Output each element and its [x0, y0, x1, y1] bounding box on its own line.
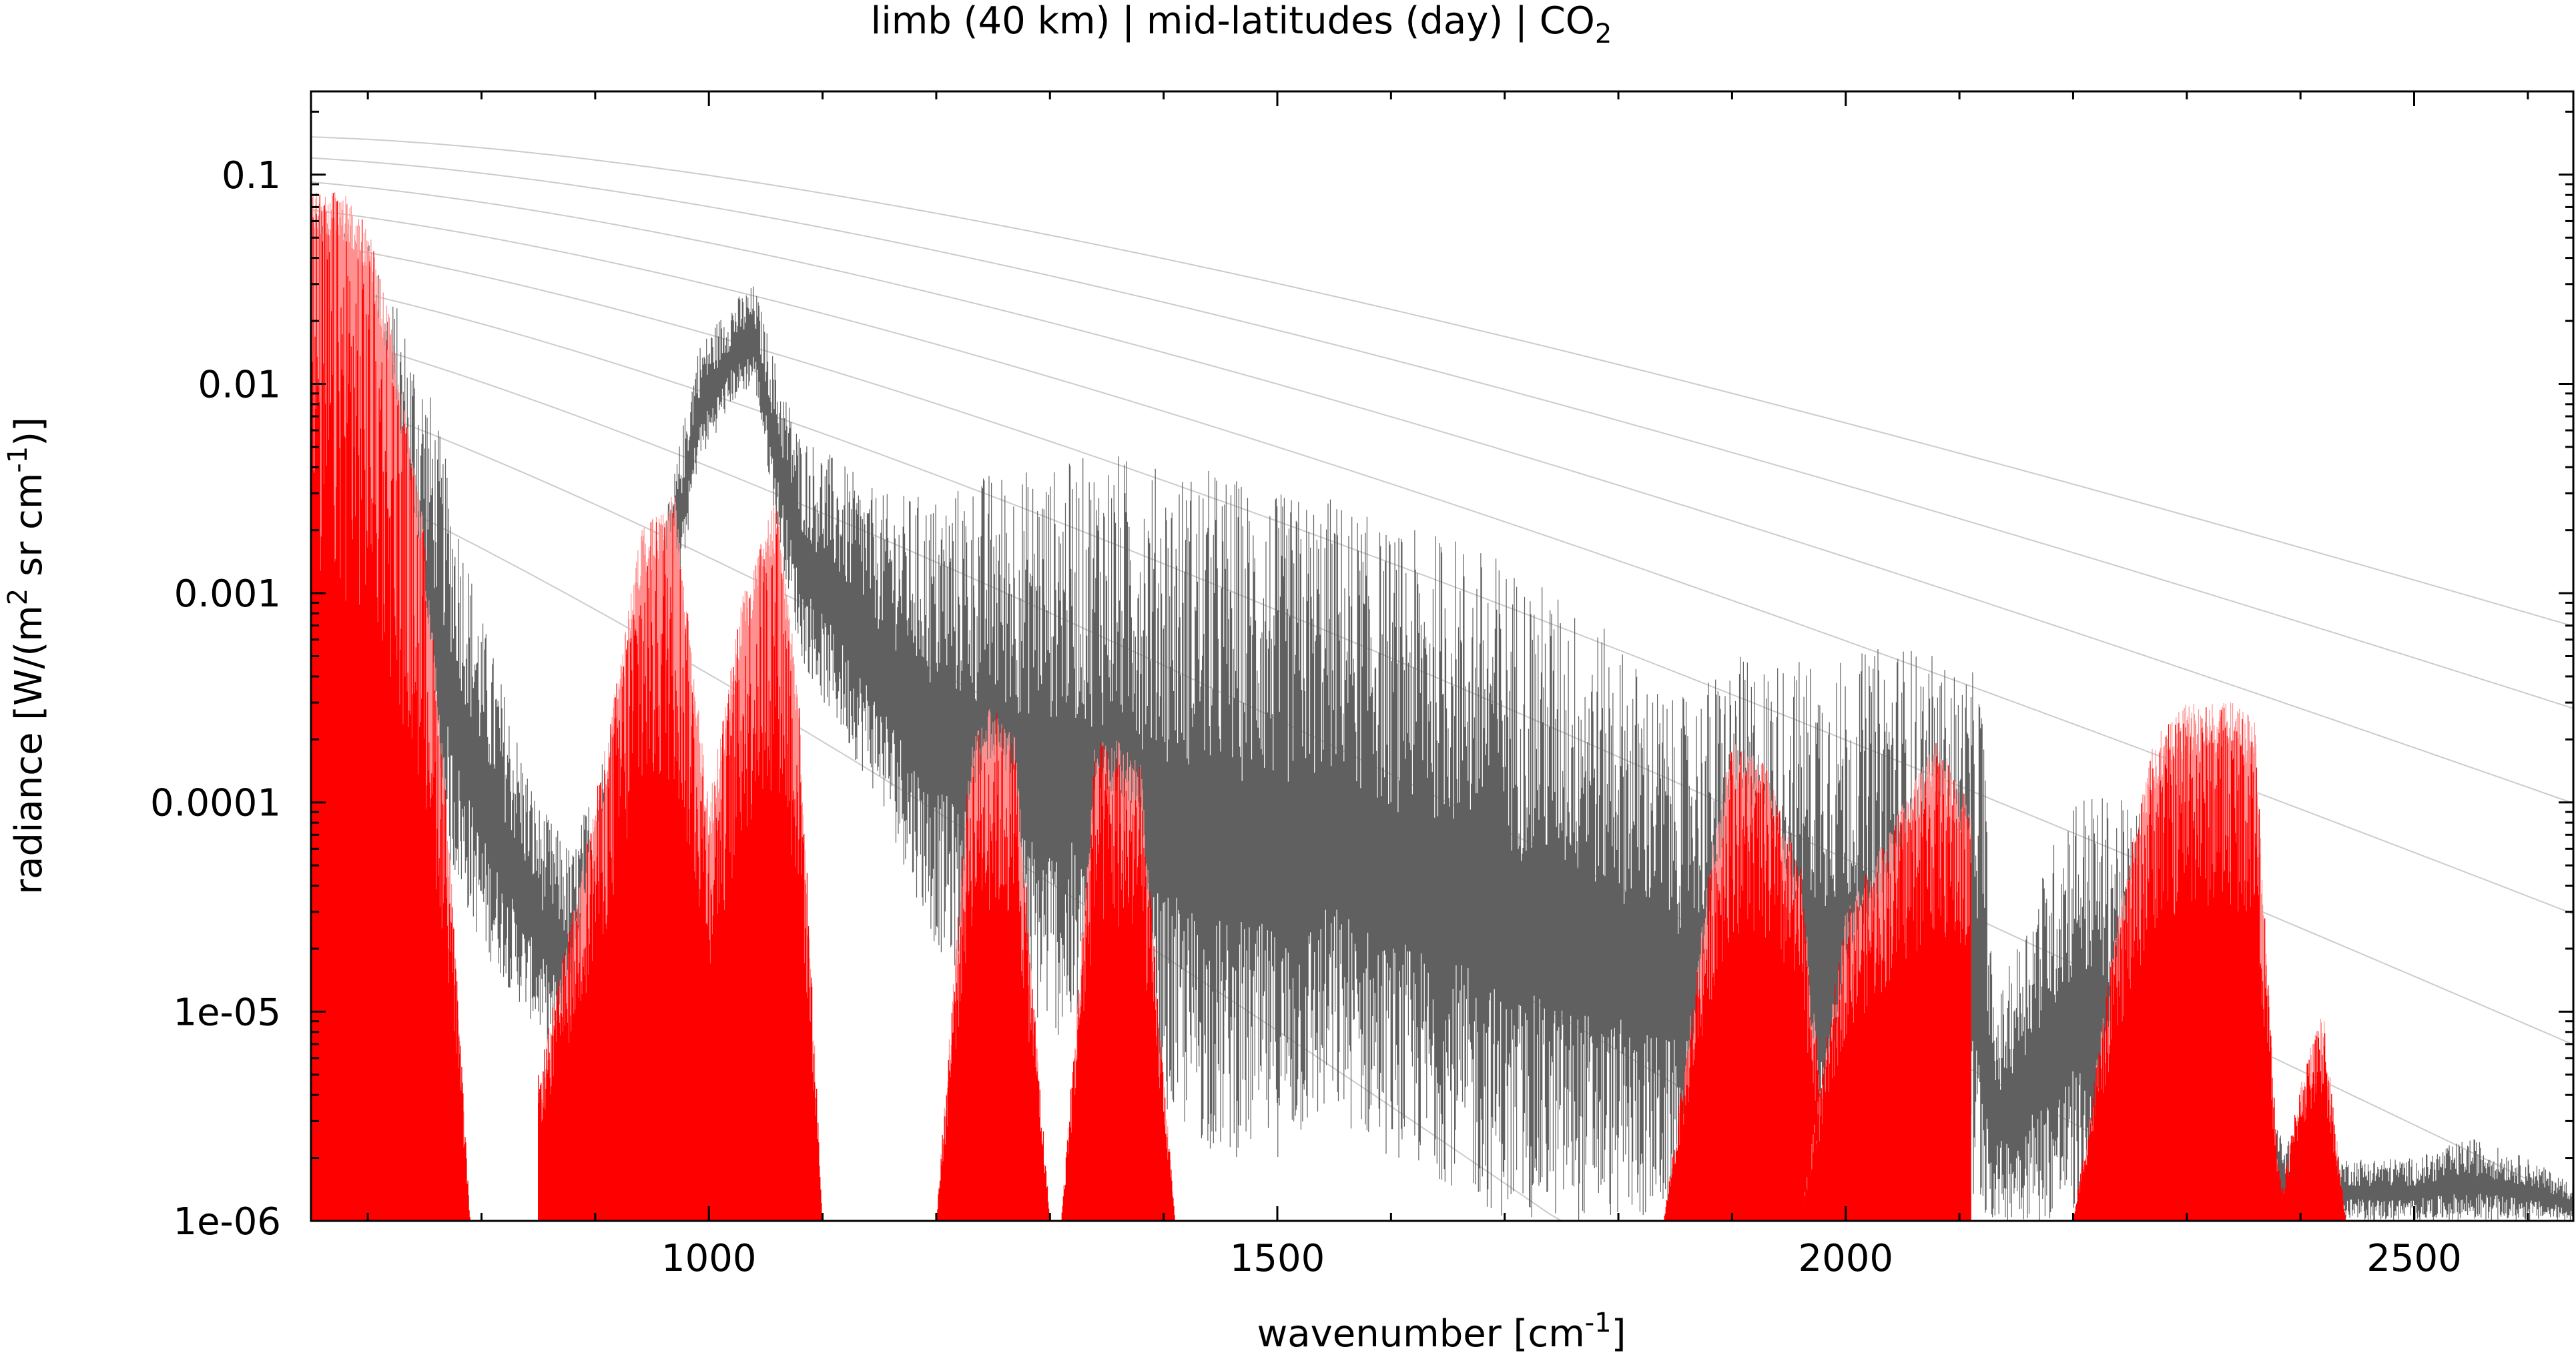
red-band-7 — [2278, 1031, 2346, 1221]
y-tick-label: 0.001 — [174, 572, 281, 616]
x-tick-label: 1000 — [661, 1237, 757, 1280]
red-band-3 — [1061, 742, 1175, 1221]
planck-curve-260K — [310, 181, 2574, 804]
red-band-2 — [936, 713, 1050, 1221]
red-spectrum-series — [310, 192, 2346, 1221]
y-axis-label: radiance [W/(m2 sr cm-1)] — [3, 417, 51, 895]
x-axis-label: wavenumber [cm-1] — [1257, 1308, 1626, 1356]
y-tick-labels: 1e-06 1e-05 0.0001 0.001 0.01 0.1 — [150, 154, 281, 1244]
y-tick-label: 0.01 — [198, 363, 281, 406]
red-band-6 — [2073, 707, 2290, 1221]
planck-curve-300K — [310, 136, 2574, 627]
y-tick-label: 1e-05 — [173, 991, 281, 1034]
x-tick-label: 2000 — [1798, 1237, 1893, 1280]
red-band-1 — [538, 511, 823, 1221]
x-tick-label: 2500 — [2366, 1237, 2462, 1280]
x-tick-label: 1500 — [1230, 1237, 1325, 1280]
red-band-4 — [1664, 752, 1835, 1221]
y-tick-label: 0.0001 — [150, 782, 281, 825]
chart-title: limb (40 km) | mid-latitudes (day) | CO2 — [871, 0, 1612, 49]
y-tick-label: 0.1 — [222, 154, 281, 197]
y-tick-label: 1e-06 — [173, 1200, 281, 1244]
x-tick-labels: 1000 1500 2000 2500 — [661, 1237, 2462, 1280]
axis-ticks — [311, 91, 2573, 1222]
red-band-5 — [1800, 743, 1971, 1221]
planck-curve-280K — [310, 157, 2574, 709]
